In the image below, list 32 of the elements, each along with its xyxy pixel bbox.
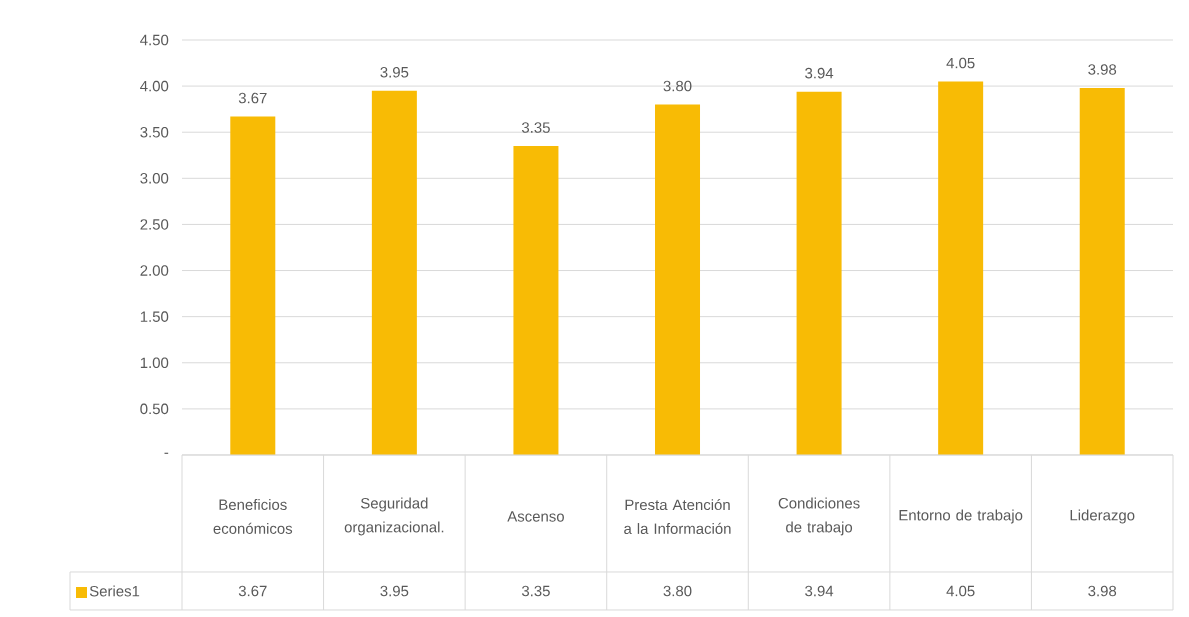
y-tick-label: 2.50 [140,219,169,230]
x-tick-label: Entorno de trabajo [899,509,1023,524]
text: 3.95 [380,66,409,78]
y-tick-label: 2.00 [140,265,169,276]
data-label: 3.67 [238,585,267,597]
y-tick-label: 3.00 [140,173,169,184]
y-tick-label: 4.00 [140,80,169,92]
x-tick-label: Ascenso [507,511,564,522]
x-tick-label: Liderazgo [1070,509,1135,524]
x-tick-label: Condiciones de trabajo [778,497,860,536]
y-tick-label: 3.50 [140,126,169,138]
x-tick-label: Presta Atención a la Información [624,498,731,535]
data-label: 3.95 [380,585,409,597]
data-label: 3.80 [663,585,692,597]
x-tick-label: Seguridad organizacional. [344,497,444,536]
y-tick-label: 1.50 [140,311,169,322]
y-tick-label: 0.50 [140,403,169,415]
text: 3.35 [521,122,550,133]
y-tick-label: 4.50 [140,34,169,46]
x-tick-label: Beneficios económicos [213,499,293,534]
data-label: 3.35 [521,585,550,597]
data-label: 3.94 [805,585,834,597]
data-label: 4.05 [946,585,975,597]
legend-label: Series1 [89,585,140,597]
data-label: 3.98 [1088,585,1117,597]
text: 4.05 [946,57,975,69]
y-tick-label: - [164,452,169,454]
y-tick-label: 1.00 [140,357,169,369]
text: 3.67 [238,92,267,104]
text: 3.80 [663,80,692,92]
text: 3.94 [805,67,834,79]
text: 3.98 [1088,64,1117,75]
